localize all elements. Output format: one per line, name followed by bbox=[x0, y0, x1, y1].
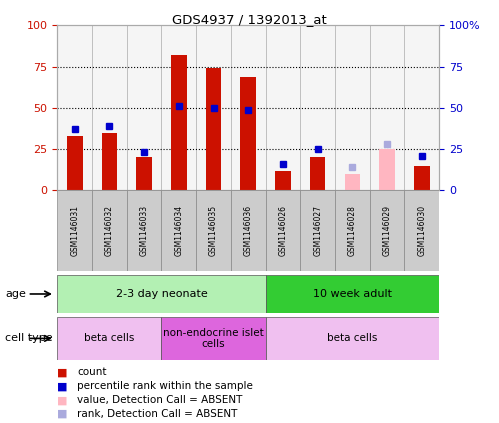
Text: GSM1146028: GSM1146028 bbox=[348, 205, 357, 256]
Text: 10 week adult: 10 week adult bbox=[313, 289, 392, 299]
Text: GSM1146026: GSM1146026 bbox=[278, 205, 287, 256]
Bar bbox=[162, 190, 196, 271]
Text: percentile rank within the sample: percentile rank within the sample bbox=[77, 381, 253, 391]
Bar bbox=[404, 190, 439, 271]
Bar bbox=[300, 190, 335, 271]
Bar bbox=[370, 190, 404, 271]
Bar bbox=[379, 149, 395, 190]
Text: GSM1146034: GSM1146034 bbox=[174, 205, 183, 256]
Text: GSM1146032: GSM1146032 bbox=[105, 205, 114, 256]
Bar bbox=[162, 317, 265, 360]
Bar bbox=[344, 174, 360, 190]
Bar bbox=[335, 190, 370, 271]
Bar bbox=[231, 190, 265, 271]
Text: 2-3 day neonate: 2-3 day neonate bbox=[116, 289, 208, 299]
Bar bbox=[241, 77, 256, 190]
Text: GSM1146031: GSM1146031 bbox=[70, 205, 79, 256]
Text: GSM1146029: GSM1146029 bbox=[383, 205, 392, 256]
Bar bbox=[57, 275, 265, 313]
Text: GSM1146036: GSM1146036 bbox=[244, 205, 253, 256]
Bar bbox=[67, 136, 82, 190]
Text: GSM1146030: GSM1146030 bbox=[417, 205, 426, 256]
Text: GSM1146033: GSM1146033 bbox=[140, 205, 149, 256]
Text: age: age bbox=[5, 289, 26, 299]
Bar bbox=[57, 190, 92, 271]
Bar bbox=[136, 157, 152, 190]
Bar bbox=[265, 190, 300, 271]
Bar bbox=[265, 275, 439, 313]
Text: count: count bbox=[77, 367, 107, 377]
Text: beta cells: beta cells bbox=[327, 333, 378, 343]
Text: GSM1146027: GSM1146027 bbox=[313, 205, 322, 256]
Text: rank, Detection Call = ABSENT: rank, Detection Call = ABSENT bbox=[77, 409, 238, 419]
Text: ■: ■ bbox=[57, 381, 68, 391]
Bar bbox=[265, 317, 439, 360]
Text: ■: ■ bbox=[57, 409, 68, 419]
Text: value, Detection Call = ABSENT: value, Detection Call = ABSENT bbox=[77, 395, 243, 405]
Bar bbox=[57, 317, 162, 360]
Bar bbox=[206, 68, 222, 190]
Text: GSM1146035: GSM1146035 bbox=[209, 205, 218, 256]
Text: ■: ■ bbox=[57, 367, 68, 377]
Bar bbox=[171, 55, 187, 190]
Bar bbox=[102, 133, 117, 190]
Text: beta cells: beta cells bbox=[84, 333, 135, 343]
Bar bbox=[127, 190, 162, 271]
Text: GDS4937 / 1392013_at: GDS4937 / 1392013_at bbox=[172, 13, 327, 26]
Bar bbox=[310, 157, 325, 190]
Bar bbox=[196, 190, 231, 271]
Bar bbox=[414, 165, 430, 190]
Text: non-endocrine islet
cells: non-endocrine islet cells bbox=[163, 327, 264, 349]
Text: cell type: cell type bbox=[5, 333, 52, 343]
Bar bbox=[92, 190, 127, 271]
Text: ■: ■ bbox=[57, 395, 68, 405]
Bar bbox=[275, 170, 291, 190]
